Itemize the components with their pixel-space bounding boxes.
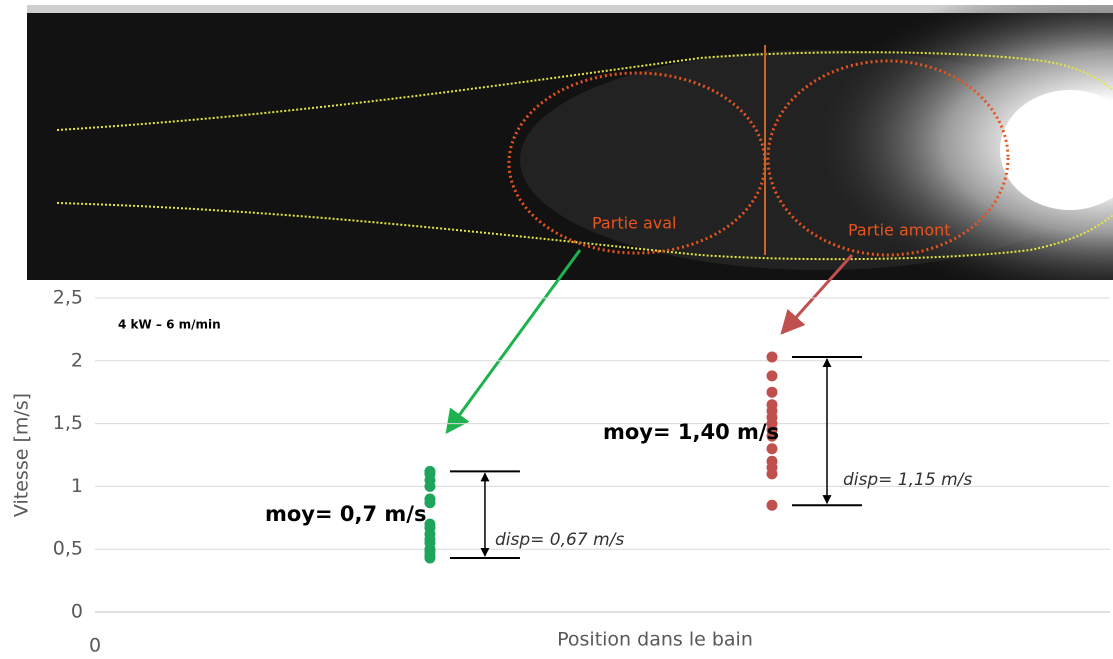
point — [424, 497, 436, 509]
point — [766, 499, 778, 511]
y-tick-label: 0 — [71, 601, 83, 623]
y-tick-label: 2,5 — [53, 287, 83, 309]
arrow — [445, 249, 582, 434]
y-axis-label: Vitesse [m/s] — [11, 393, 33, 517]
y-tick-label: 0,5 — [53, 538, 83, 560]
point — [766, 351, 778, 363]
point — [766, 386, 778, 398]
annotation: disp= 1,15 m/s — [843, 470, 972, 490]
annotation: 4 kW – 6 m/min — [118, 318, 221, 332]
annotation: moy= 1,40 m/s — [603, 420, 779, 444]
arrow — [780, 253, 854, 335]
y-tick-label: 2 — [71, 349, 83, 371]
point — [424, 552, 436, 564]
photo — [27, 5, 1113, 280]
point — [424, 480, 436, 492]
point — [766, 430, 778, 442]
annotation: disp= 0,67 m/s — [495, 530, 624, 550]
point — [766, 468, 778, 480]
point — [766, 443, 778, 455]
annotation: moy= 0,7 m/s — [265, 502, 426, 526]
annotation: Partie amont — [848, 221, 951, 240]
point — [766, 370, 778, 382]
y-tick-label: 1 — [71, 475, 83, 497]
x-tick-label: 0 — [89, 635, 101, 657]
y-tick-label: 1,5 — [53, 412, 83, 434]
annotation: Partie aval — [592, 214, 676, 233]
x-axis-label: Position dans le bain — [557, 629, 753, 651]
